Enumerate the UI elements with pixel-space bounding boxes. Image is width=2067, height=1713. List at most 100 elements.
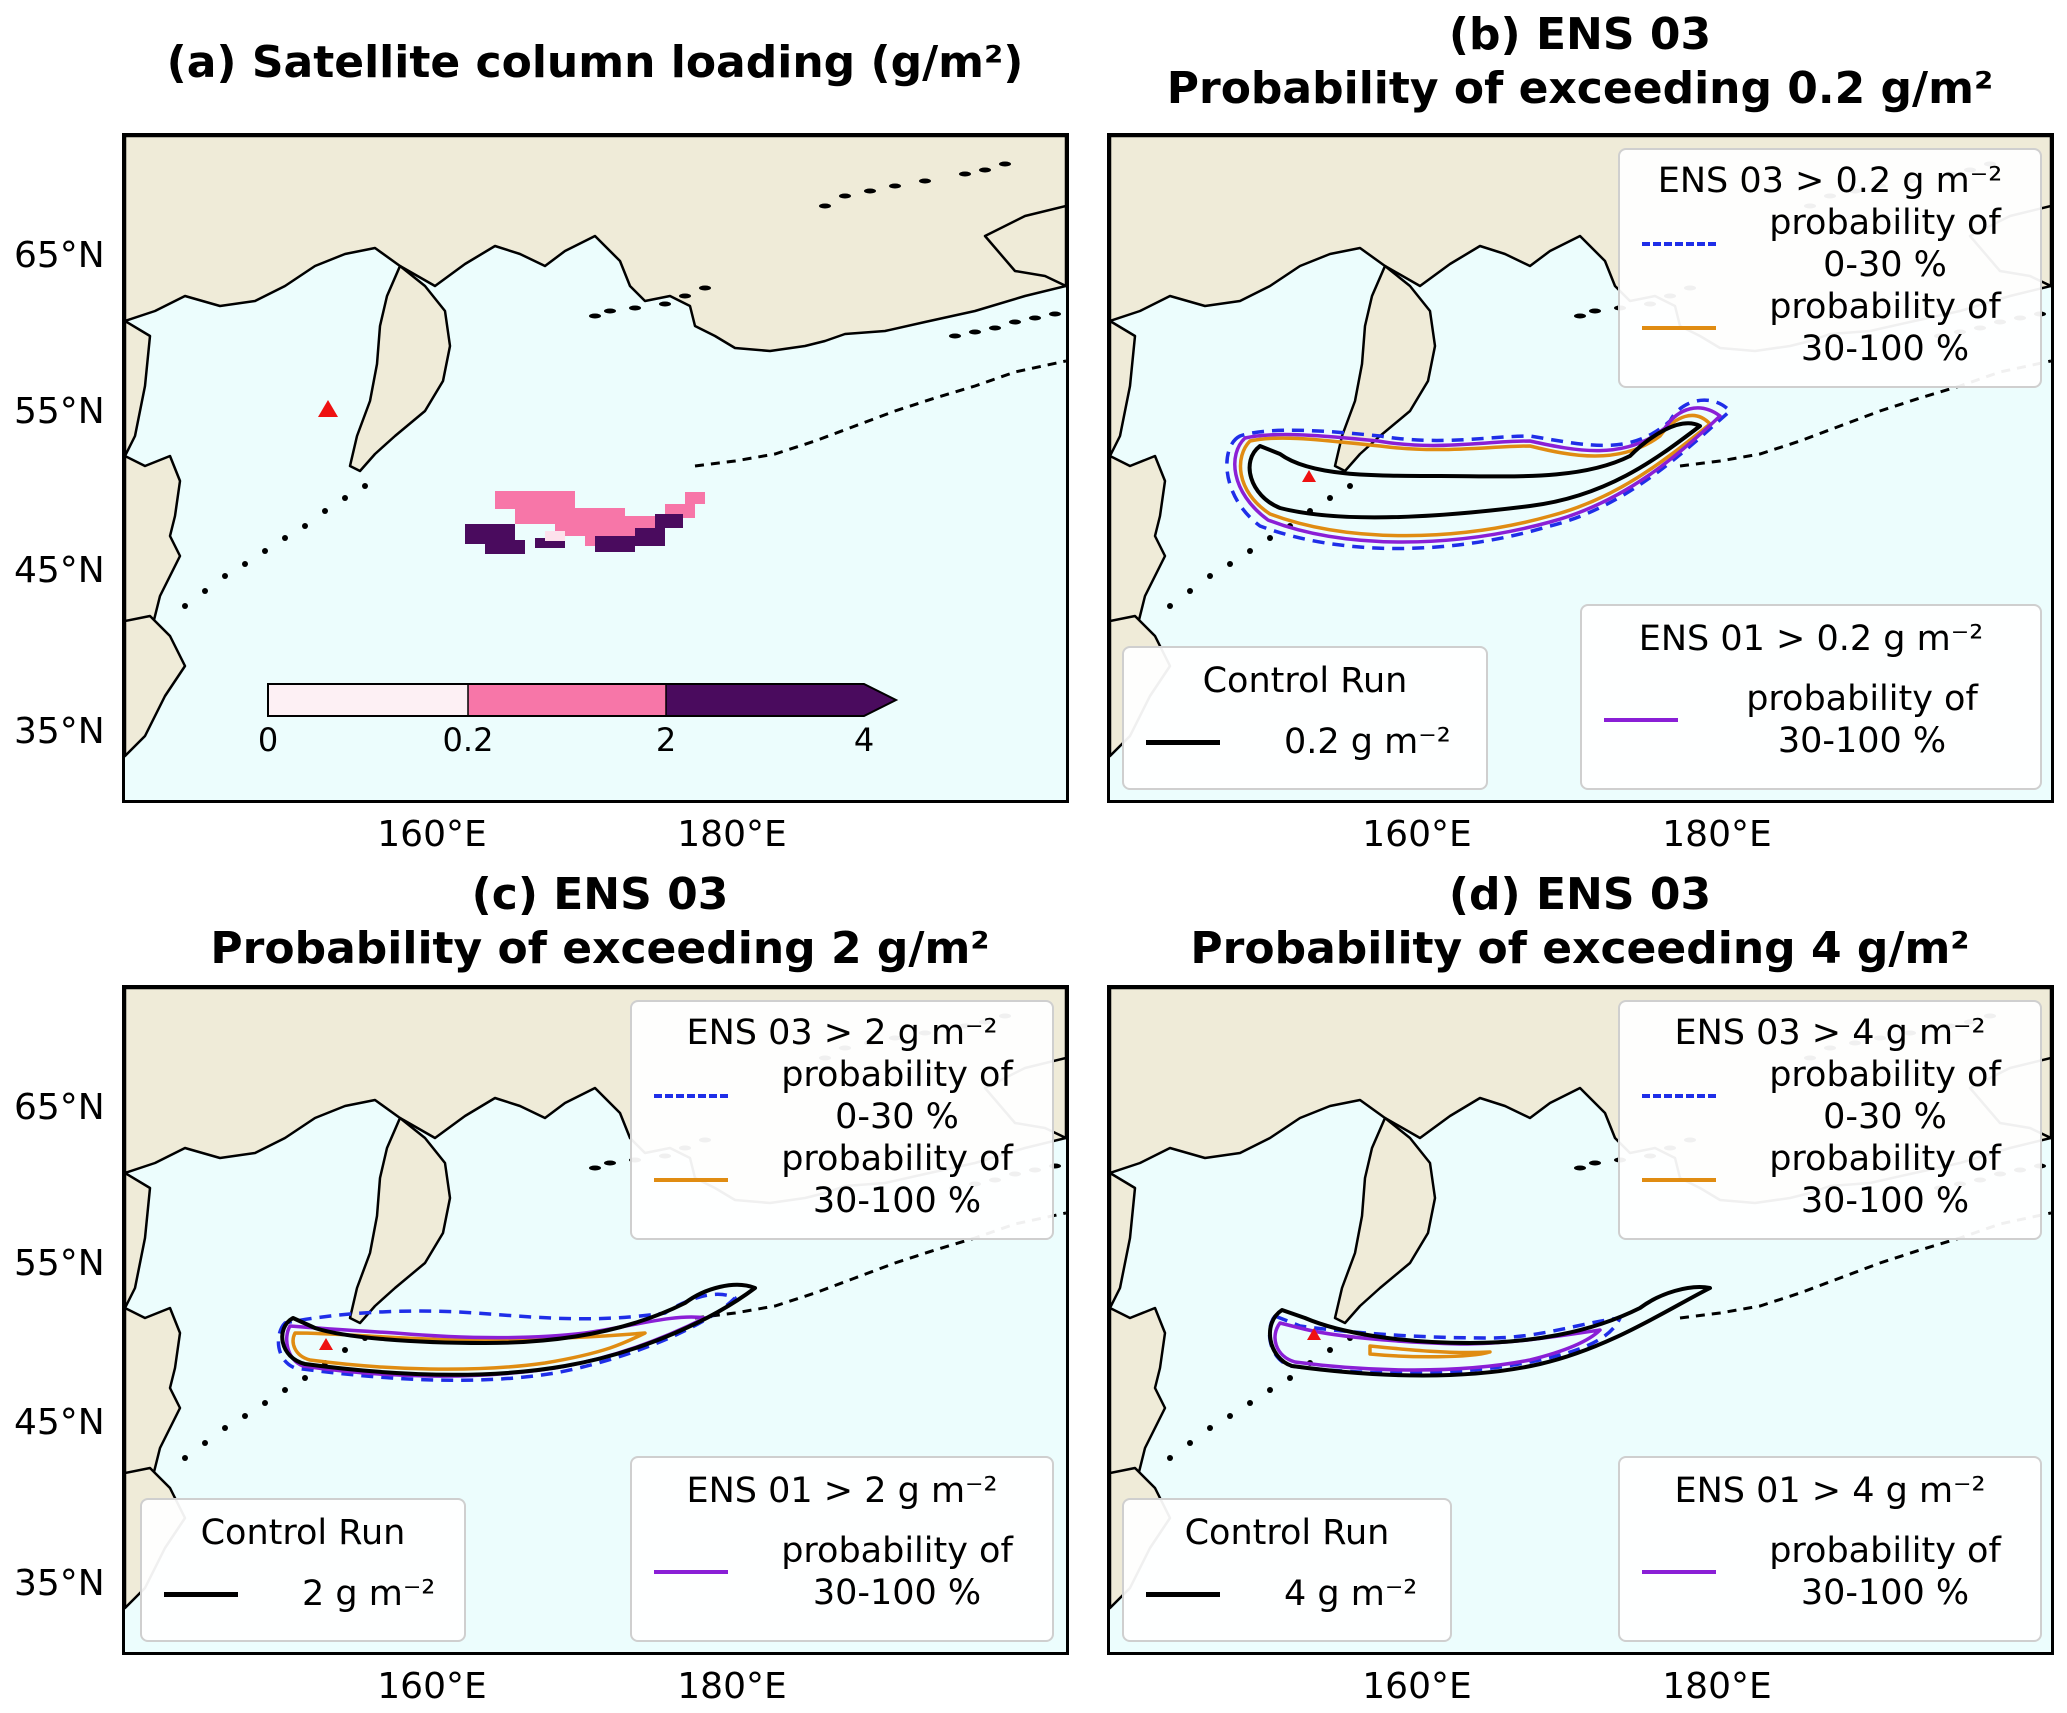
legend-text: probability of — [1769, 287, 2001, 327]
legend-row-ens01: probability of 30-100 % — [1582, 670, 2040, 770]
island-dot — [1327, 495, 1333, 501]
colorbar-segment-0 — [268, 684, 468, 716]
land-shape — [1333, 1116, 1437, 1325]
island-dot — [604, 308, 616, 314]
island-dot — [1267, 1387, 1273, 1393]
aleutian-islands — [694, 359, 1066, 468]
legend-text: 0-30 % — [1823, 245, 1947, 285]
island-dot — [864, 188, 876, 194]
ens03-0-30-contour — [276, 1292, 737, 1383]
ens03-0-30-contour — [1225, 398, 1732, 551]
legend-text: 30-100 % — [1800, 1573, 1970, 1613]
panel-d-title-line2: Probability of exceeding 4 g/m² — [1190, 923, 1970, 974]
ash-pixel-cell — [515, 508, 625, 524]
legend-text: probability of — [1769, 203, 2001, 243]
island-dot — [222, 1425, 228, 1431]
lat-tick-45-a: 45°N — [14, 550, 105, 591]
legend-text: 0-30 % — [1823, 1097, 1947, 1137]
colorbar-tick-0: 0 — [257, 721, 279, 759]
island-dot — [589, 1165, 601, 1171]
island-dot — [262, 1400, 268, 1406]
lon-tick-180-d: 180°E — [1662, 1666, 1772, 1707]
legend-control-c: Control Run 2 g m⁻² — [140, 1498, 466, 1642]
volcano-marker — [319, 1338, 333, 1350]
island-dot — [182, 603, 188, 609]
lat-tick-45-c: 45°N — [14, 1402, 105, 1443]
island-dot — [999, 161, 1011, 167]
panel-d-title-line1: (d) ENS 03 — [1448, 869, 1712, 920]
legend-row-control: 0.2 g m⁻² — [1124, 702, 1486, 782]
land-shape — [125, 614, 187, 758]
island-dot — [1207, 573, 1213, 579]
ash-pixel-cell — [655, 514, 683, 528]
ens03-30-100-contour — [1368, 1344, 1492, 1359]
island-dot — [659, 301, 671, 307]
legend-text: 4 g m⁻² — [1284, 1574, 1418, 1614]
legend-text: 30-100 % — [1800, 329, 1970, 369]
island-dot — [1574, 313, 1586, 319]
panel-c-title-line2: Probability of exceeding 2 g/m² — [210, 923, 990, 974]
legend-row-label: probability of 0-30 % — [1740, 1054, 2030, 1138]
island-dot — [629, 305, 641, 311]
legend-text: 0.2 g m⁻² — [1284, 722, 1451, 762]
dashed-blue-line-icon — [1642, 1094, 1716, 1098]
colorbar-bar — [267, 683, 899, 717]
purple-line-icon — [1604, 718, 1678, 722]
island-dot — [889, 183, 901, 189]
ash-pixel-cell — [685, 492, 705, 504]
dashed-blue-line-icon — [654, 1094, 728, 1098]
legend-text: probability of — [1769, 1531, 2001, 1571]
island-dot — [969, 329, 981, 335]
legend-control-d: Control Run 4 g m⁻² — [1122, 1498, 1452, 1642]
legend-text: probability of — [781, 1055, 1013, 1095]
island-dot — [242, 561, 248, 567]
legend-text: probability of — [1746, 679, 1978, 719]
land-shape — [1110, 1171, 1137, 1310]
land-shape — [348, 264, 452, 473]
legend-row-control: 2 g m⁻² — [142, 1554, 464, 1634]
legend-text: 30-100 % — [1800, 1181, 1970, 1221]
legend-control-title: Control Run — [200, 1513, 406, 1553]
legend-row-ens01: probability of 30-100 % — [1620, 1522, 2040, 1622]
colorbar-segment-2 — [666, 684, 896, 716]
lat-tick-55-a: 55°N — [14, 391, 105, 432]
legend-row-30-100: probability of 30-100 % — [632, 1138, 1052, 1222]
island-dot — [322, 508, 328, 514]
island-dot — [1327, 1347, 1333, 1353]
legend-ens01-title: ENS 01 > 4 g m⁻² — [1674, 1471, 1986, 1511]
legend-row-label: probability of 0-30 % — [752, 1054, 1042, 1138]
ash-pixel-cell — [555, 522, 635, 536]
lon-tick-180-b: 180°E — [1662, 814, 1772, 855]
colorbar-tick-4: 4 — [853, 721, 875, 759]
legend-ens03-title: ENS 03 > 0.2 g m⁻² — [1657, 161, 2003, 201]
panel-c-title-line1: (c) ENS 03 — [471, 869, 729, 920]
legend-control-b: Control Run 0.2 g m⁻² — [1122, 646, 1488, 790]
island-dot — [1187, 1440, 1193, 1446]
island-dot — [989, 325, 1001, 331]
lon-tick-160-d: 160°E — [1362, 1666, 1472, 1707]
island-dot — [1029, 315, 1041, 321]
island-dot — [949, 333, 961, 339]
island-dot — [222, 573, 228, 579]
island-dot — [1207, 1425, 1213, 1431]
control-run-contour — [1267, 1285, 1712, 1378]
island-dot — [1227, 1413, 1233, 1419]
volcano-marker — [1302, 470, 1316, 482]
island-dot — [839, 193, 851, 199]
map-a-svg — [125, 136, 1066, 758]
island-dot — [1589, 1160, 1601, 1166]
lon-tick-180-a: 180°E — [677, 814, 787, 855]
island-dot — [342, 1347, 348, 1353]
island-dot — [202, 1440, 208, 1446]
legend-row-30-100: probability of 30-100 % — [1620, 1138, 2040, 1222]
orange-line-icon — [654, 1178, 728, 1182]
volcano-marker — [318, 400, 338, 417]
island-dot — [182, 1455, 188, 1461]
control-run-contour — [1247, 421, 1702, 520]
colorbar-tick-0.2: 0.2 — [442, 721, 494, 759]
satellite-pixels — [465, 491, 705, 554]
dashed-blue-line-icon — [1642, 242, 1716, 246]
panel-c-title: (c) ENS 03 Probability of exceeding 2 g/… — [120, 868, 1080, 976]
lon-tick-180-c: 180°E — [677, 1666, 787, 1707]
legend-row-0-30: probability of 0-30 % — [1620, 1054, 2040, 1138]
